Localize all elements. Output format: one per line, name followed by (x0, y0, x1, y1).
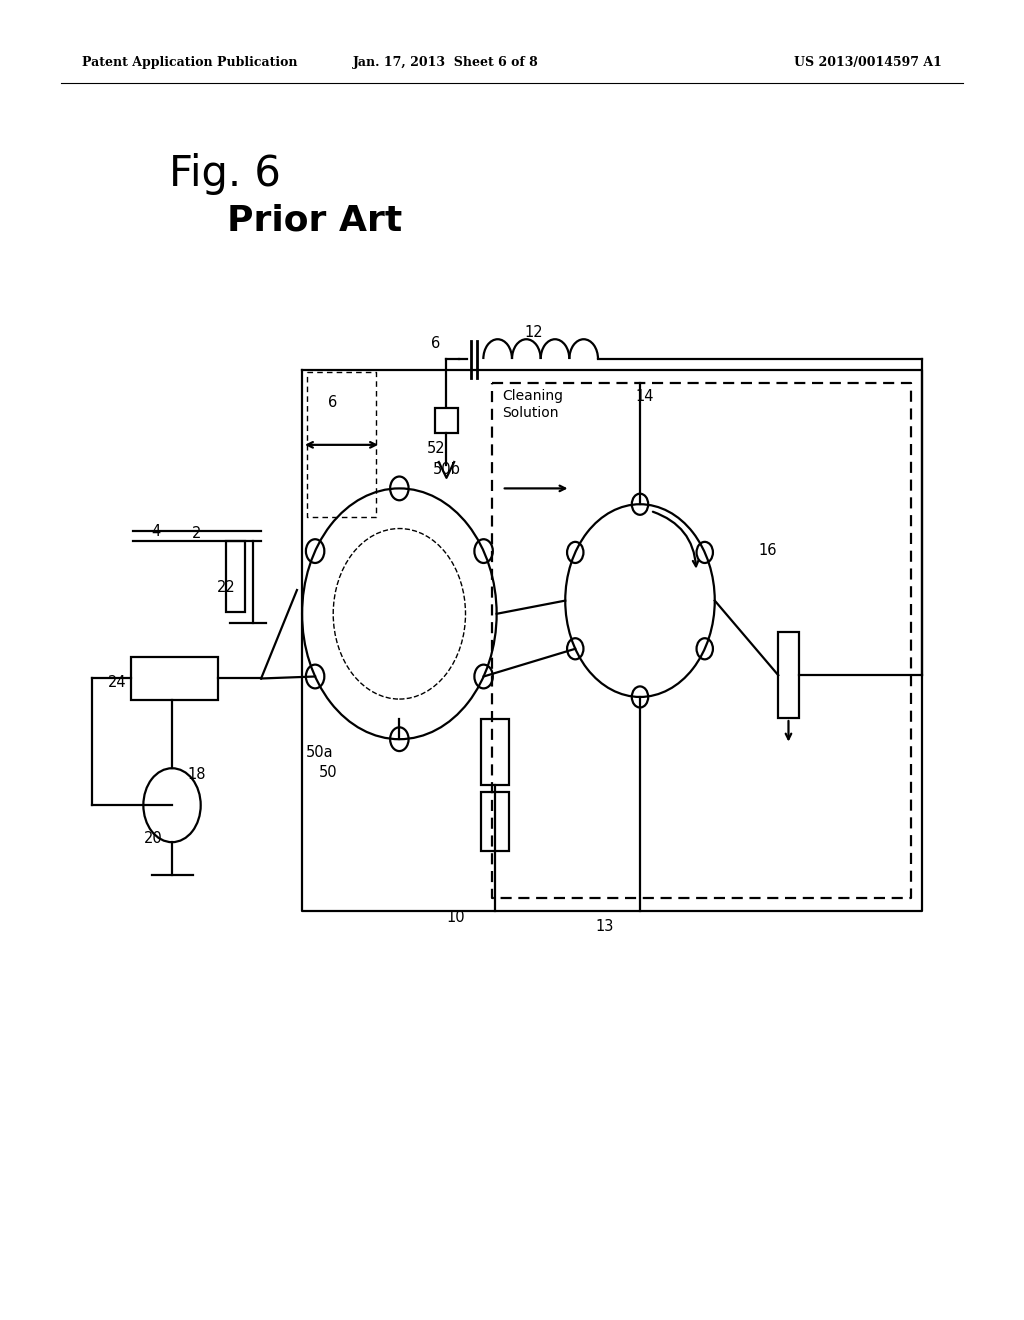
Text: 50a: 50a (306, 744, 333, 760)
Bar (226, 541, 245, 612)
Text: 20: 20 (144, 830, 163, 846)
Text: 14: 14 (636, 388, 654, 404)
Bar (131, 657, 218, 700)
Text: 18: 18 (187, 767, 206, 783)
Text: Fig. 6: Fig. 6 (169, 153, 281, 195)
Bar (435, 408, 458, 433)
Text: 13: 13 (595, 919, 613, 935)
Text: 16: 16 (759, 543, 777, 558)
Text: 22: 22 (217, 579, 236, 595)
Text: 12: 12 (524, 325, 543, 341)
Text: Jan. 17, 2013  Sheet 6 of 8: Jan. 17, 2013 Sheet 6 of 8 (352, 55, 539, 69)
Text: 50b: 50b (433, 462, 461, 478)
Text: 50: 50 (318, 764, 337, 780)
Bar (481, 719, 509, 785)
Text: Prior Art: Prior Art (227, 203, 402, 238)
Bar (778, 632, 799, 718)
Bar (481, 792, 509, 851)
Text: Patent Application Publication: Patent Application Publication (82, 55, 297, 69)
Text: 2: 2 (191, 525, 202, 541)
Text: Cleaning: Cleaning (502, 389, 563, 403)
Text: 52: 52 (427, 441, 445, 457)
Text: 6: 6 (328, 395, 338, 411)
Text: 6: 6 (430, 335, 440, 351)
Text: US 2013/0014597 A1: US 2013/0014597 A1 (795, 55, 942, 69)
Text: 10: 10 (446, 909, 465, 925)
Text: 24: 24 (109, 675, 127, 690)
Text: Solution: Solution (502, 407, 558, 420)
Text: 4: 4 (151, 524, 161, 540)
